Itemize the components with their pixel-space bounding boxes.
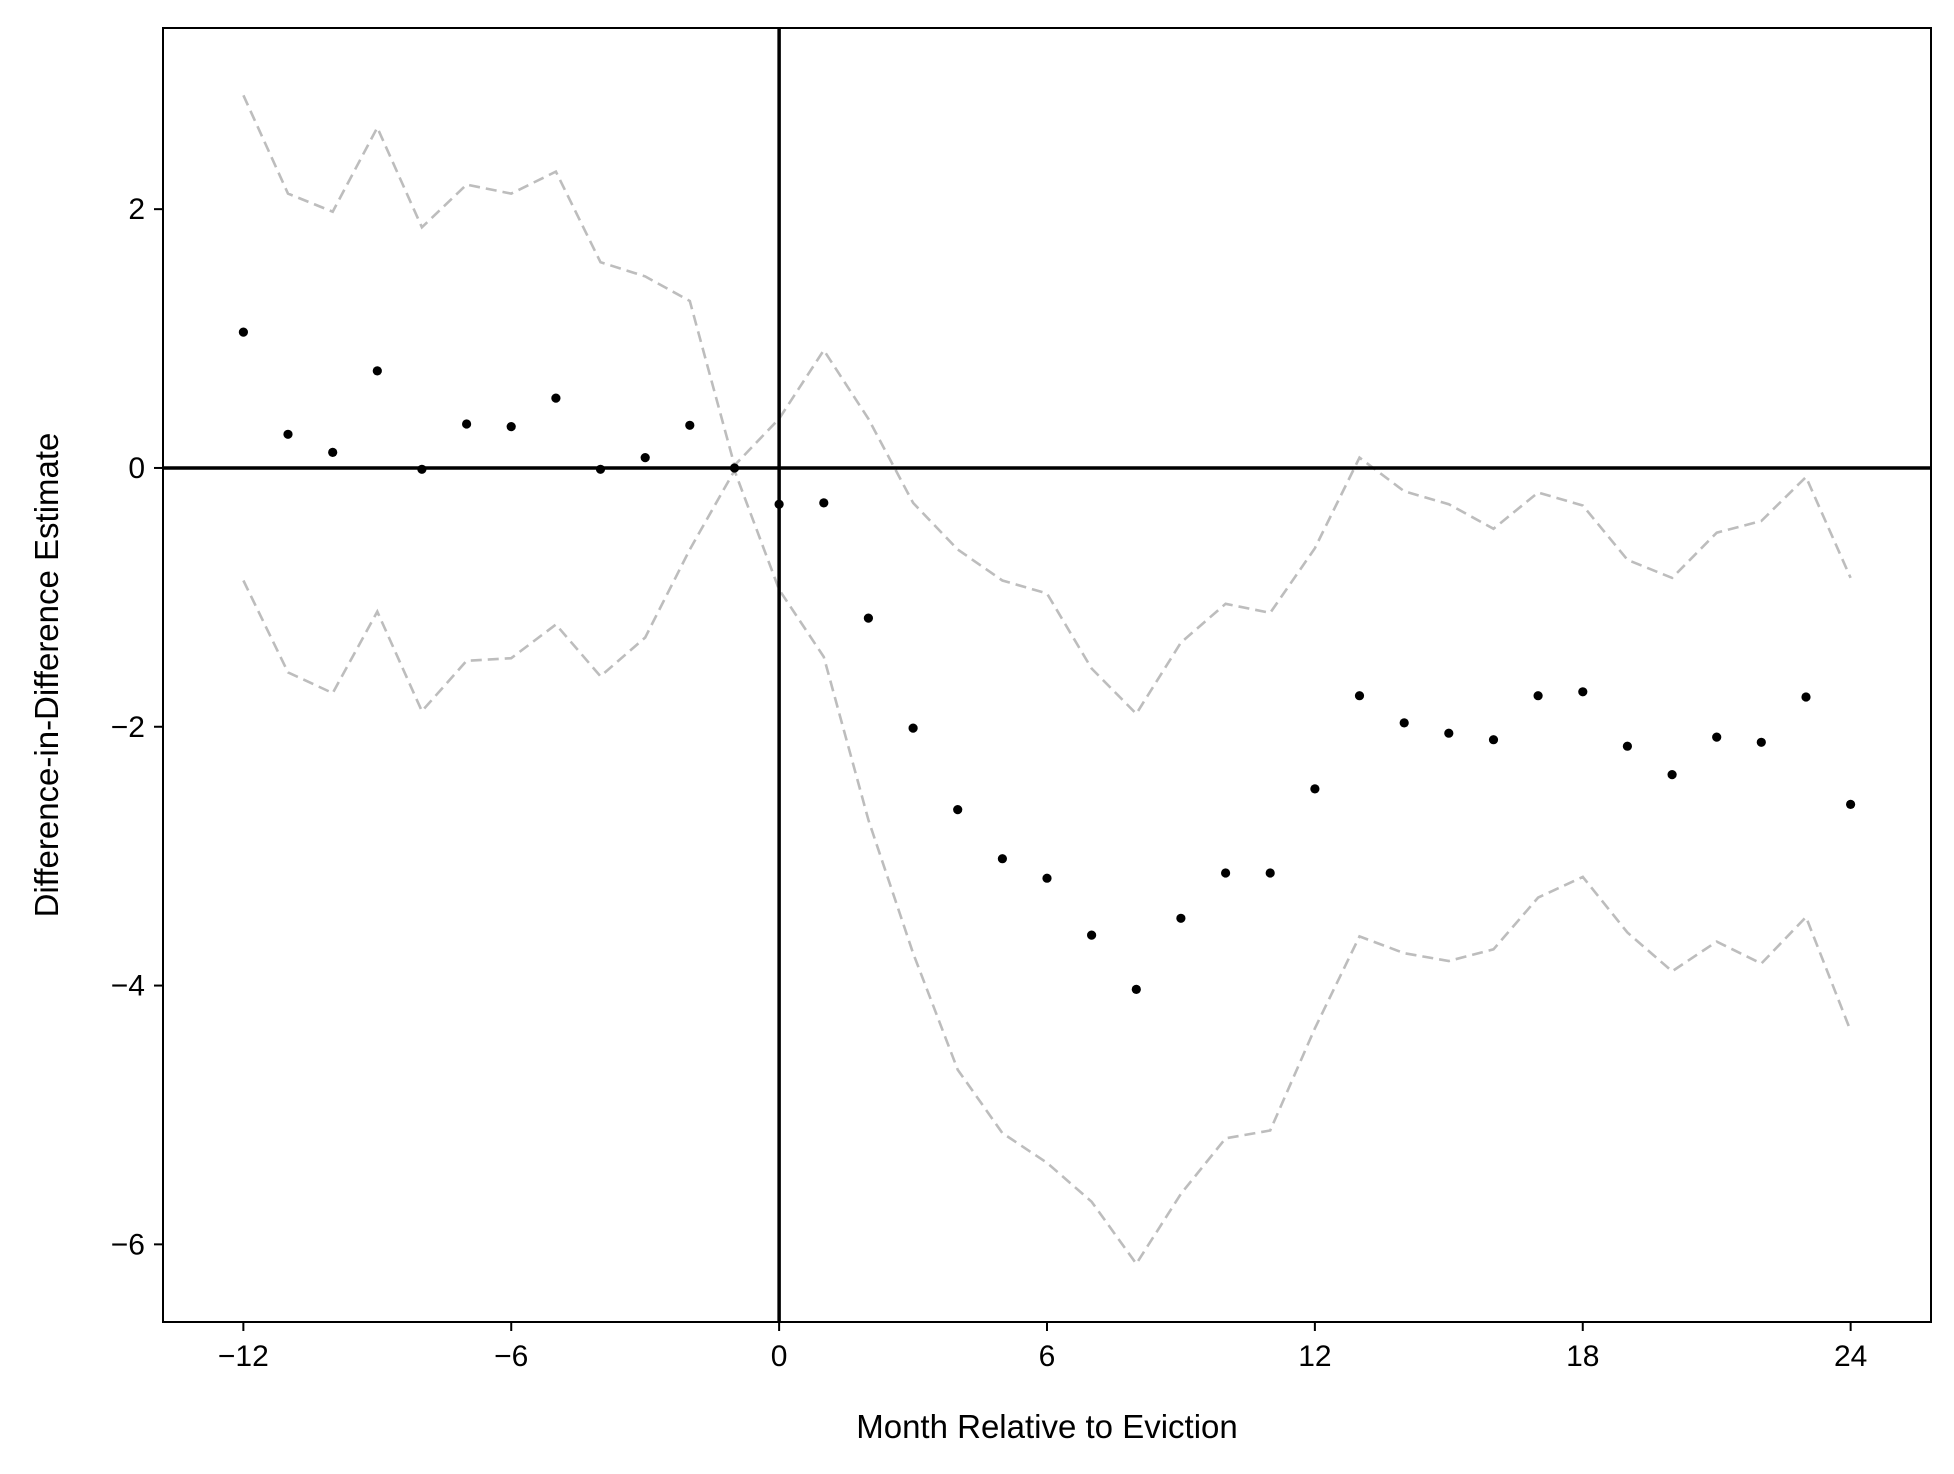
x-axis-label: Month Relative to Eviction bbox=[856, 1408, 1238, 1445]
estimate-point bbox=[1087, 930, 1097, 940]
ci-upper-line bbox=[242, 94, 1852, 716]
ci-lower-line bbox=[242, 467, 1852, 1267]
estimate-point bbox=[1042, 873, 1052, 883]
estimate-point bbox=[1310, 784, 1320, 794]
estimate-point bbox=[729, 463, 740, 473]
estimate-points bbox=[238, 327, 1856, 995]
estimate-point bbox=[372, 366, 382, 376]
confidence-bands bbox=[242, 94, 1852, 1267]
y-tick-label: −4 bbox=[111, 970, 145, 1003]
estimate-point bbox=[640, 453, 650, 463]
estimate-point bbox=[417, 464, 427, 474]
estimate-point bbox=[238, 327, 248, 337]
x-tick-label: 24 bbox=[1834, 1340, 1867, 1373]
estimate-point bbox=[1756, 737, 1766, 747]
estimate-point bbox=[1533, 691, 1543, 701]
y-axis-label: Difference-in-Difference Estimate bbox=[28, 433, 65, 918]
estimate-point bbox=[551, 393, 561, 403]
y-tick-label: 2 bbox=[128, 193, 145, 226]
x-tick-label: 12 bbox=[1298, 1340, 1331, 1373]
estimate-point bbox=[283, 429, 293, 439]
estimate-point bbox=[1399, 718, 1409, 728]
estimate-point bbox=[1354, 691, 1365, 701]
x-tick-label: −6 bbox=[494, 1340, 528, 1373]
y-tick-label: −6 bbox=[111, 1228, 145, 1261]
x-tick-label: 18 bbox=[1566, 1340, 1599, 1373]
estimate-point bbox=[1444, 728, 1454, 738]
plot-frame bbox=[162, 27, 1932, 1323]
estimate-point bbox=[1176, 913, 1186, 923]
estimate-point bbox=[774, 499, 784, 509]
x-tick-label: −12 bbox=[218, 1340, 269, 1373]
estimate-point bbox=[328, 447, 338, 457]
estimate-point bbox=[1846, 799, 1856, 810]
estimate-point bbox=[1801, 692, 1811, 702]
x-tick-label: 0 bbox=[771, 1340, 788, 1373]
estimate-point bbox=[462, 419, 472, 429]
estimate-point bbox=[1221, 868, 1231, 878]
x-axis-ticks: −12 −6 0 6 12 18 24 bbox=[218, 1322, 1867, 1373]
x-tick-label: 6 bbox=[1039, 1340, 1056, 1373]
estimate-point bbox=[685, 420, 695, 430]
y-tick-label: −2 bbox=[111, 711, 145, 744]
estimate-point bbox=[1667, 770, 1677, 780]
estimate-point bbox=[595, 464, 606, 474]
estimate-point bbox=[997, 854, 1008, 864]
estimate-point bbox=[863, 613, 874, 623]
estimate-point bbox=[1578, 687, 1588, 697]
estimate-point bbox=[1265, 868, 1275, 878]
estimate-point bbox=[1131, 984, 1141, 995]
estimate-point bbox=[506, 422, 516, 432]
estimate-point bbox=[953, 805, 963, 815]
estimate-point bbox=[1622, 741, 1632, 751]
estimate-point bbox=[908, 723, 918, 733]
estimate-point bbox=[1488, 735, 1499, 745]
reference-lines bbox=[163, 28, 1931, 1322]
estimate-point bbox=[1712, 732, 1722, 742]
y-axis-ticks: −6 −4 −2 0 2 bbox=[111, 193, 163, 1261]
estimate-point bbox=[819, 498, 829, 508]
y-tick-label: 0 bbox=[128, 452, 145, 485]
